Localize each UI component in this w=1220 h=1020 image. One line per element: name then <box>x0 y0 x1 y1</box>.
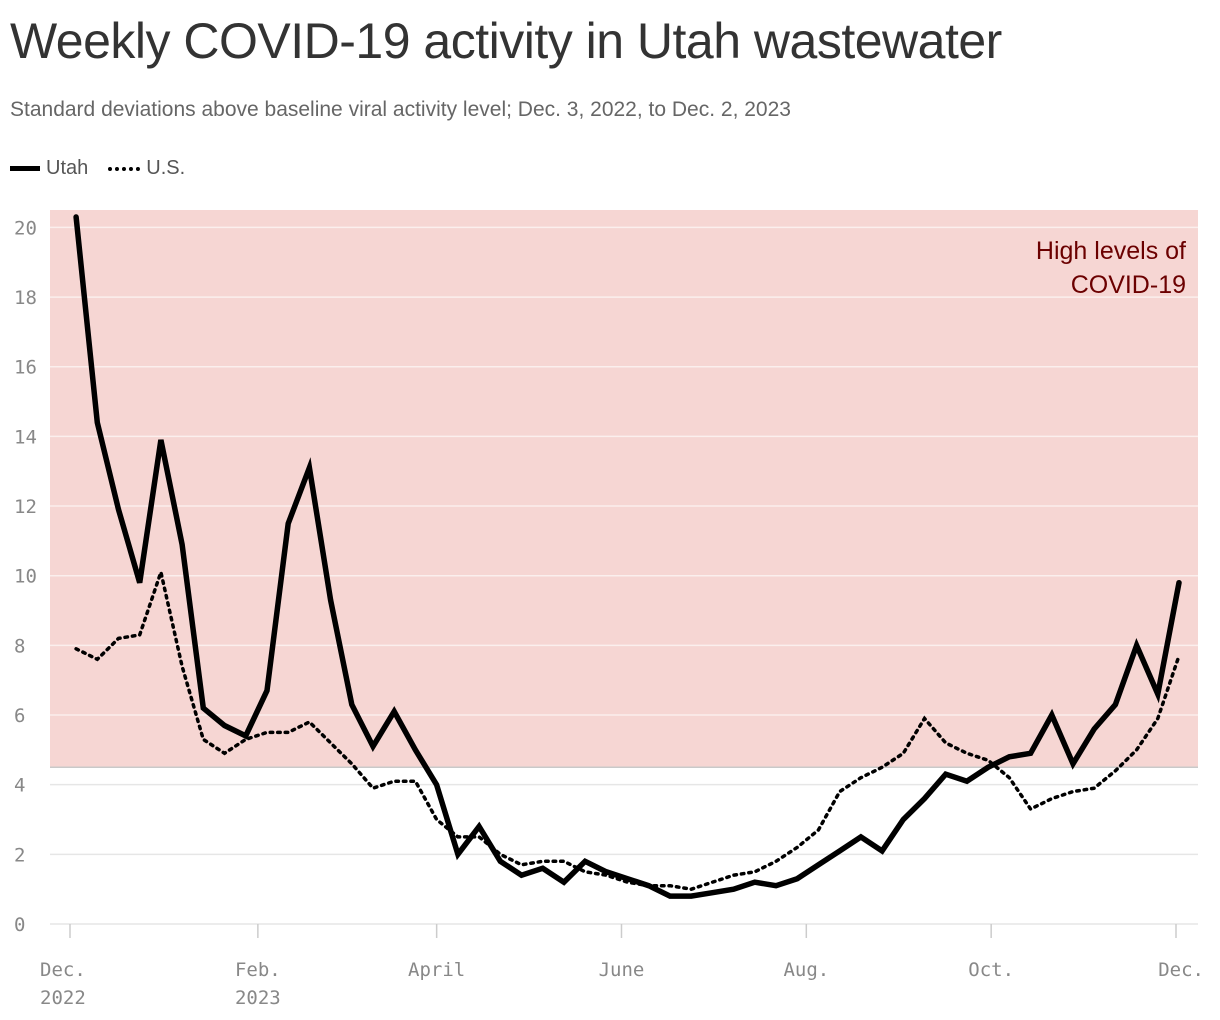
legend-solid-line-icon <box>10 166 40 171</box>
annotation-high-levels-line1: High levels of <box>1036 237 1186 265</box>
y-tick-label: 6 <box>14 705 25 727</box>
y-tick-label: 4 <box>14 775 25 797</box>
annotation-high-levels-line2: COVID-19 <box>1071 271 1186 299</box>
legend-item-utah: Utah <box>10 157 88 180</box>
y-tick-label: 20 <box>14 217 37 239</box>
y-tick-label: 18 <box>14 287 37 309</box>
legend-item-us: U.S. <box>108 157 185 180</box>
chart-subtitle: Standard deviations above baseline viral… <box>10 98 791 121</box>
series-line-utah <box>73 214 1182 899</box>
legend-label-utah: Utah <box>46 157 89 179</box>
y-tick-label: 10 <box>14 566 37 588</box>
x-tick-label: Dec. <box>40 959 86 981</box>
legend-label-us: U.S. <box>146 157 186 179</box>
x-tick-label: Oct. <box>968 959 1014 981</box>
y-tick-label: 0 <box>14 914 25 936</box>
legend: Utah U.S. <box>10 157 205 180</box>
x-tick-label: Feb. <box>235 959 281 981</box>
x-tick-label: Aug. <box>783 959 829 981</box>
series-lines <box>73 214 1182 899</box>
series-line-us <box>74 565 1181 891</box>
y-axis: 0 2 4 6 8 10 12 14 16 18 20 <box>14 217 37 936</box>
high-level-zone <box>50 210 1198 768</box>
grid-lines <box>50 226 1198 925</box>
x-tick-label: April <box>408 959 465 981</box>
x-axis: Dec. 2022 Feb. 2023 April June Aug. Oct. Dec. <box>40 924 1204 1009</box>
y-tick-label: 16 <box>14 357 37 379</box>
y-tick-label: 2 <box>14 844 25 866</box>
x-tick-label: June <box>599 959 645 981</box>
y-tick-label: 12 <box>14 496 37 518</box>
chart-title: Weekly COVID-19 activity in Utah wastewa… <box>10 13 1002 69</box>
x-tick-year-label: 2023 <box>235 987 281 1009</box>
y-tick-label: 8 <box>14 635 25 657</box>
y-tick-label: 14 <box>14 426 37 448</box>
x-tick-label: Dec. <box>1158 959 1204 981</box>
x-tick-year-label: 2022 <box>40 987 86 1009</box>
legend-dotted-line-icon <box>108 166 141 171</box>
